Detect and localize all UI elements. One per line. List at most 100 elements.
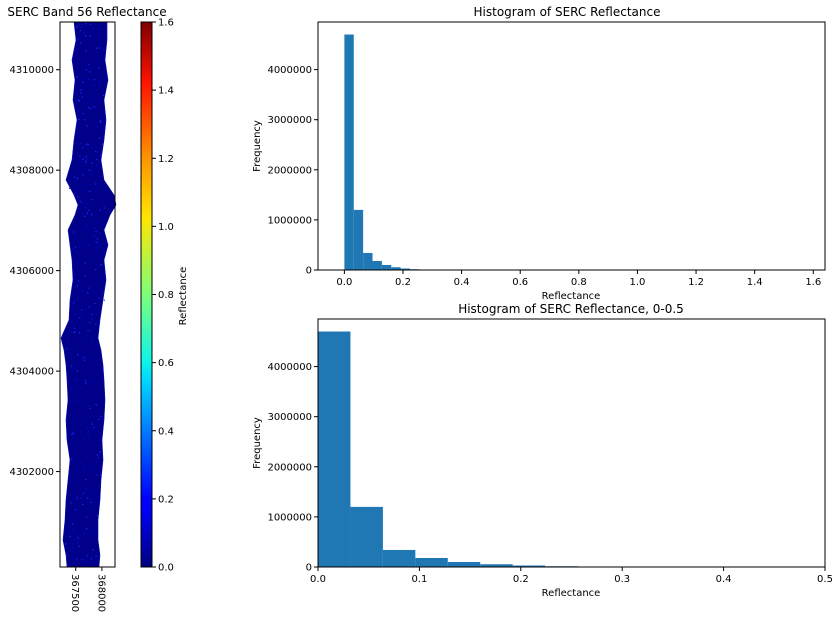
image-pixel [96,126,98,128]
reflectance-image [60,21,117,568]
image-pixel [102,63,104,65]
image-pixel [84,207,87,209]
image-pixel [84,262,86,264]
image-pixel [79,200,81,202]
image-pixel [91,313,93,316]
hist2-ylabel: Frequency [252,417,263,469]
image-pixel [78,538,80,540]
image-pixel [93,426,95,428]
image-pixel [85,247,87,249]
image-pixel [99,101,101,103]
image-pixel [84,532,86,534]
image-pixel [91,490,93,493]
hist1-bar [363,252,373,270]
image-pixel [69,533,71,535]
image-pixel [74,327,76,329]
image-pixel [86,455,88,457]
colorbar-tick-label: 1.4 [158,86,174,97]
image-pixel [98,120,100,122]
image-pixel [91,199,93,201]
image-pixel [91,236,94,238]
image-pixel [93,79,96,81]
hist1-xtick-label: 1.2 [688,277,704,288]
image-pixel [71,458,73,460]
image-pixel [77,196,79,198]
image-pixel [96,165,98,167]
hist1-bar [400,268,411,270]
image-pixel [98,431,100,433]
image-pixel [103,49,105,51]
image-pixel [88,190,91,192]
image-pixel [95,269,97,271]
hist1-xtick-label: 0.0 [336,277,352,288]
histogram-full: Histogram of SERC Reflectance 0.0 0.2 0.4 0… [252,5,826,302]
image-pixel [78,118,80,121]
image-pixel [82,212,84,214]
image-pixel [81,309,83,311]
image-pixel [76,285,79,287]
image-pixel [88,63,90,65]
image-pixel [97,515,99,517]
map-axes-frame [59,21,116,568]
image-pixel [98,419,100,421]
image-pixel [97,28,99,31]
image-pixel [74,300,76,302]
image-pixel [69,187,71,189]
image-pixel [77,481,79,483]
image-pixel [89,183,91,186]
hist1-xlabel: Reflectance [542,291,601,302]
image-pixel [100,23,102,25]
image-pixel [71,321,73,323]
image-pixel [83,356,85,358]
image-pixel [78,143,80,145]
image-pixel [84,275,86,277]
hist1-bar [372,260,382,270]
image-pixel [90,329,92,331]
image-pixel [77,280,79,282]
image-pixel [99,137,101,139]
hist2-xlabel: Reflectance [542,588,601,599]
image-pixel [77,110,79,112]
image-pixel [94,302,96,305]
image-pixel [80,42,82,44]
hist2-bar [382,549,416,567]
image-pixel [89,416,91,418]
hist1-bar [381,264,392,270]
image-pixel [81,23,84,25]
image-pixel [82,503,84,505]
image-pixel [80,89,82,91]
image-pixel [88,306,90,308]
image-pixel [75,558,78,560]
image-pixel [87,78,89,80]
image-pixel [86,158,88,160]
image-pixel [71,433,73,435]
image-pixel [86,516,88,518]
image-pixel [74,539,76,541]
image-pixel [100,387,102,389]
image-pixel [82,81,84,83]
image-pixel [82,315,84,317]
image-pixel [94,235,96,237]
image-pixel [81,96,83,98]
image-pixel [93,227,95,229]
colorbar-gradient [141,22,152,567]
image-pixel [89,71,91,73]
image-pixel [96,241,98,244]
image-pixel [103,207,105,209]
colorbar-tick-label: 1.6 [158,18,174,29]
image-pixel [72,528,74,530]
image-pixel [68,529,70,531]
image-pixel [82,191,84,193]
hist1-axes-frame [317,21,826,271]
image-pixel [73,302,75,304]
hist1-ytick-label: 2000000 [267,165,312,176]
image-pixel [85,478,87,481]
hist2-bar [512,565,546,567]
reflectance-map: SERC Band 56 Reflectance 430200043040004… [7,5,166,612]
image-pixel [101,293,103,296]
map-y-ticks: 4302000 4304000 4306000 4308000 4310000 [9,65,60,478]
image-pixel [80,142,82,145]
image-pixel [95,555,97,557]
image-pixel [98,187,100,189]
image-pixel [99,209,101,211]
